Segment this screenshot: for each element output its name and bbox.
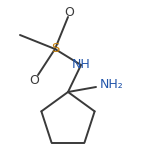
Text: NH₂: NH₂ [100, 79, 124, 92]
Text: O: O [29, 73, 39, 86]
Text: O: O [64, 5, 74, 18]
Text: NH: NH [72, 57, 91, 70]
Text: S: S [51, 43, 59, 55]
